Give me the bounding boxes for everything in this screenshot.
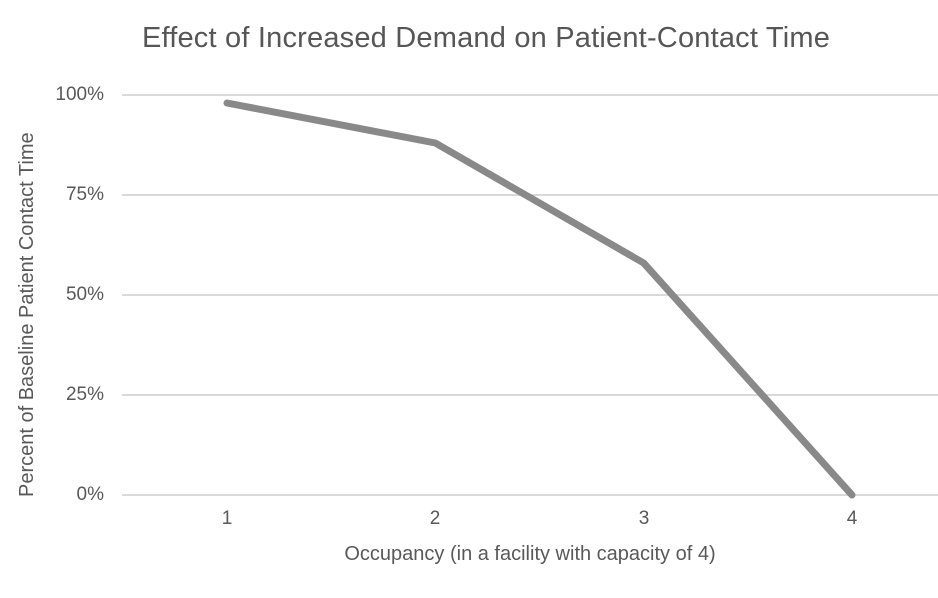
y-tick-label-100: 100% <box>55 84 104 105</box>
x-tick-label-1: 1 <box>221 508 233 529</box>
data-line <box>223 99 856 499</box>
y-tick-label-75: 75% <box>65 184 104 205</box>
x-tick-label-3: 3 <box>638 508 650 529</box>
x-tick-label-2: 2 <box>429 508 441 529</box>
x-tick-label-4: 4 <box>846 508 858 529</box>
y-tick-label-0: 0% <box>76 484 104 505</box>
y-axis-title: Percent of Baseline Patient Contact Time <box>16 132 38 498</box>
y-tick-label-50: 50% <box>65 284 104 305</box>
gridlines <box>122 94 938 496</box>
x-axis-title: Occupancy (in a facility with capacity o… <box>344 543 716 565</box>
y-tick-label-25: 25% <box>65 384 104 405</box>
chart-title: Effect of Increased Demand on Patient-Co… <box>141 22 831 54</box>
